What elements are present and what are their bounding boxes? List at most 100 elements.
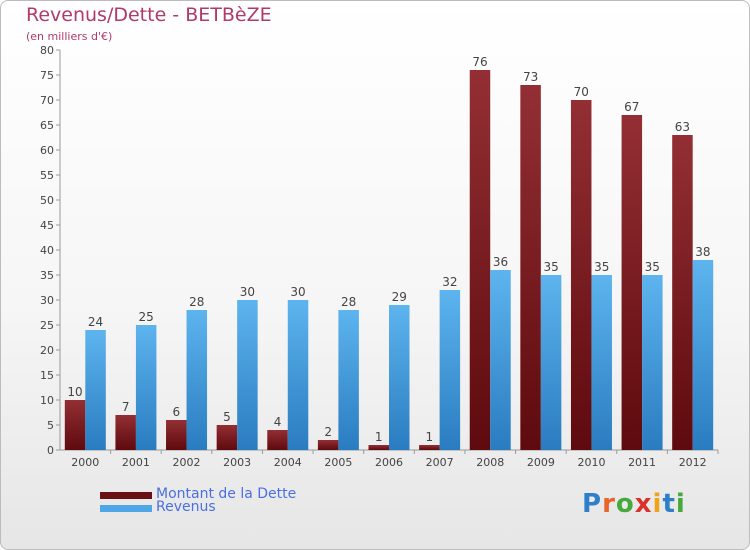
bar-debt <box>216 425 238 450</box>
y-tick-label: 0 <box>47 444 54 457</box>
bar-revenus <box>85 330 106 450</box>
bar-debt <box>621 115 643 450</box>
bar-revenus <box>591 275 612 450</box>
data-label: 5 <box>223 410 231 424</box>
y-tick-label: 65 <box>40 119 54 132</box>
x-tick-label: 2000 <box>71 456 99 469</box>
data-label: 1 <box>426 430 434 444</box>
data-label: 24 <box>88 315 103 329</box>
legend-swatch-revenus <box>100 505 152 512</box>
y-tick-label: 70 <box>40 94 54 107</box>
data-label: 73 <box>523 70 538 84</box>
bar-revenus <box>287 300 309 450</box>
logo-letter: o <box>615 489 635 519</box>
y-tick-label: 15 <box>40 369 54 382</box>
legend-label-revenus: Revenus <box>156 499 216 515</box>
bar-revenus <box>540 275 562 450</box>
x-tick-label: 2001 <box>122 456 150 469</box>
x-tick-label: 2010 <box>577 456 605 469</box>
bar-revenus <box>389 305 410 450</box>
data-label: 6 <box>172 405 180 419</box>
data-label: 10 <box>67 385 82 399</box>
bar-debt <box>166 420 187 450</box>
y-tick-label: 50 <box>40 194 54 207</box>
x-tick-label: 2011 <box>628 456 656 469</box>
data-label: 63 <box>675 120 690 134</box>
x-tick-label: 2012 <box>679 456 707 469</box>
x-tick-label: 2002 <box>173 456 201 469</box>
x-tick-label: 2009 <box>527 456 555 469</box>
data-label: 28 <box>341 295 356 309</box>
data-label: 28 <box>189 295 204 309</box>
logo-letter: P <box>582 489 603 519</box>
x-tick-label: 2004 <box>274 456 302 469</box>
y-tick-label: 5 <box>47 419 54 432</box>
bar-revenus <box>338 310 359 450</box>
data-label: 30 <box>240 285 255 299</box>
bar-revenus <box>237 300 258 450</box>
y-tick-label: 30 <box>40 294 54 307</box>
x-tick-label: 2003 <box>223 456 251 469</box>
data-label: 7 <box>122 400 130 414</box>
bar-revenus <box>135 325 157 450</box>
data-label: 1 <box>375 430 383 444</box>
bars <box>64 70 714 450</box>
logo-letter: x <box>634 489 653 519</box>
data-label: 67 <box>624 100 639 114</box>
y-tick-label: 45 <box>40 219 54 232</box>
data-label: 4 <box>274 415 282 429</box>
y-tick-label: 75 <box>40 69 54 82</box>
bar-debt <box>672 135 693 450</box>
data-label: 2 <box>324 425 332 439</box>
proxiti-logo: Proxiti <box>582 489 686 519</box>
bar-debt <box>520 85 541 450</box>
data-label: 35 <box>543 260 558 274</box>
logo-letter: r <box>602 489 616 519</box>
bar-revenus <box>692 260 714 450</box>
data-label: 35 <box>645 260 660 274</box>
y-tick-label: 25 <box>40 319 54 332</box>
bar-revenus <box>186 310 208 450</box>
bar-debt <box>419 445 440 450</box>
data-label: 76 <box>472 55 487 69</box>
data-label: 30 <box>290 285 305 299</box>
data-label: 35 <box>594 260 609 274</box>
data-label: 70 <box>574 85 589 99</box>
bar-debt <box>570 100 592 450</box>
data-label: 38 <box>695 245 710 259</box>
bar-debt <box>115 415 136 450</box>
bar-debt <box>267 430 288 450</box>
logo-letter: t <box>662 489 676 519</box>
y-tick-label: 10 <box>40 394 54 407</box>
labels: 10 24 7 25 6 28 5 30 4 30 2 28 1 29 1 32 76 36 73 35 70 35 67 3… <box>67 55 710 444</box>
x-tick-label: 2008 <box>476 456 504 469</box>
chart-title: Revenus/Dette - BETBèZE <box>26 4 272 26</box>
legend-label-debt: Montant de la Dette <box>156 486 297 502</box>
y-tick-label: 35 <box>40 269 54 282</box>
bar-debt <box>368 445 389 450</box>
y-tick-label: 20 <box>40 344 54 357</box>
data-label: 32 <box>442 275 457 289</box>
data-label: 36 <box>493 255 508 269</box>
y-tick-label: 40 <box>40 244 54 257</box>
y-tick-label: 60 <box>40 144 54 157</box>
x-tick-label: 2005 <box>324 456 352 469</box>
bar-debt <box>469 70 491 450</box>
y-tick-label: 55 <box>40 169 54 182</box>
x-tick-label: 2007 <box>426 456 454 469</box>
logo-letter: i <box>652 489 663 519</box>
x-tick-label: 2006 <box>375 456 403 469</box>
logo-letter: i <box>675 489 686 519</box>
bar-debt <box>317 440 339 450</box>
data-label: 25 <box>139 310 154 324</box>
bar-revenus <box>439 290 461 450</box>
y-tick-label: 80 <box>40 44 54 57</box>
bar-revenus <box>490 270 511 450</box>
legend-swatch-debt <box>100 492 152 499</box>
bar-debt <box>64 400 86 450</box>
data-label: 29 <box>392 290 407 304</box>
chart-subtitle: (en milliers d'€) <box>26 30 113 43</box>
bar-revenus <box>642 275 663 450</box>
